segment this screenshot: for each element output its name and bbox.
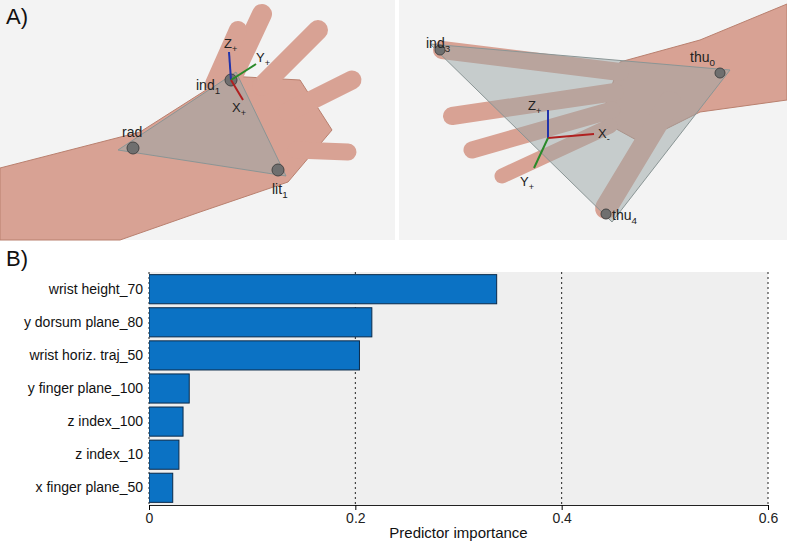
hand-view-side: ind3 thu0 thu4 Z+ X- Y+ bbox=[426, 4, 787, 226]
grid-line bbox=[768, 272, 769, 505]
y-tick-label: z index_10 bbox=[75, 446, 143, 462]
axis-arrow bbox=[231, 64, 256, 80]
label-subscript: + bbox=[536, 106, 541, 116]
label: Z+ bbox=[528, 98, 541, 116]
x-axis-line bbox=[150, 506, 769, 511]
axis-arrow bbox=[548, 134, 594, 138]
bar bbox=[149, 440, 179, 469]
y-tick: x finger plane_50 bbox=[36, 479, 149, 495]
label: X- bbox=[598, 126, 610, 144]
axis-arrow bbox=[534, 138, 548, 168]
grid-line bbox=[561, 272, 562, 505]
x-axis-title: Predictor importance bbox=[389, 524, 527, 541]
x-tick-label: 0 bbox=[146, 510, 154, 526]
label-subscript: 3 bbox=[445, 43, 451, 54]
marker-point bbox=[601, 209, 611, 219]
label: Y+ bbox=[256, 50, 270, 68]
panel-label: A) bbox=[6, 4, 28, 29]
label: ind1 bbox=[196, 77, 220, 96]
label-subscript: 1 bbox=[282, 189, 287, 200]
label: thu4 bbox=[612, 207, 637, 226]
hand-view-back: ind1 rad lit1 Z+ Y+ X+ bbox=[0, 14, 352, 240]
finger bbox=[288, 80, 352, 112]
grid bbox=[149, 272, 768, 505]
y-axis: wrist height_70y dorsum plane_80wrist ho… bbox=[24, 281, 149, 496]
bar bbox=[149, 341, 359, 370]
grid-line bbox=[355, 272, 356, 505]
y-tick: wrist horiz. traj_50 bbox=[28, 347, 149, 363]
view-background bbox=[399, 0, 787, 240]
y-tick-label: wrist height_70 bbox=[48, 281, 143, 297]
view-background bbox=[0, 0, 395, 240]
x-tick-label: 0.6 bbox=[759, 510, 779, 526]
label: rad bbox=[122, 124, 142, 140]
y-tick: z index_100 bbox=[67, 413, 149, 429]
bar bbox=[149, 275, 497, 304]
label: Y+ bbox=[520, 174, 534, 192]
y-tick: z index_10 bbox=[75, 446, 149, 462]
label: thu0 bbox=[690, 49, 715, 68]
bar bbox=[149, 374, 189, 403]
bars bbox=[149, 275, 497, 503]
y-tick: y finger plane_100 bbox=[28, 380, 149, 396]
axis-arrow bbox=[231, 80, 243, 100]
x-tick: 0.2 bbox=[346, 505, 366, 526]
x-tick: 0.6 bbox=[759, 505, 779, 526]
x-tick: 0 bbox=[146, 505, 154, 526]
label: lit1 bbox=[272, 181, 288, 200]
bar bbox=[149, 308, 372, 337]
label-subscript: 1 bbox=[215, 85, 220, 96]
bar bbox=[149, 473, 173, 502]
hand bbox=[0, 76, 332, 240]
y-tick-label: y dorsum plane_80 bbox=[24, 314, 143, 330]
y-tick-label: wrist horiz. traj_50 bbox=[28, 347, 143, 363]
y-tick-label: x finger plane_50 bbox=[36, 479, 144, 495]
marker-point bbox=[272, 164, 284, 176]
hand-plane bbox=[430, 44, 730, 222]
y-tick: wrist height_70 bbox=[48, 281, 149, 297]
chart-title: B) bbox=[6, 246, 28, 271]
label-subscript: + bbox=[529, 182, 534, 192]
x-tick-label: 0.4 bbox=[552, 510, 572, 526]
x-tick-label: 0.2 bbox=[346, 510, 366, 526]
bar bbox=[149, 407, 183, 436]
hand-plane bbox=[118, 72, 286, 176]
x-tick: 0.4 bbox=[552, 505, 572, 526]
finger bbox=[262, 30, 318, 86]
label: X+ bbox=[232, 100, 246, 118]
marker-point bbox=[715, 68, 725, 78]
label-subscript: - bbox=[607, 134, 610, 144]
label-subscript: 4 bbox=[631, 215, 637, 226]
label-subscript: + bbox=[232, 44, 237, 54]
y-tick: y dorsum plane_80 bbox=[24, 314, 149, 330]
axis-arrow bbox=[547, 110, 549, 138]
x-axis: 0 0.2 0.4 0.6 bbox=[146, 505, 779, 526]
label: Z+ bbox=[224, 36, 237, 54]
label: ind3 bbox=[426, 35, 451, 54]
finger bbox=[296, 150, 348, 152]
figure: ind1 rad lit1 Z+ Y+ X+ ind3 thu0 thu4 Z+ X- Y+ A) B) 0… bbox=[0, 0, 787, 545]
y-tick-label: y finger plane_100 bbox=[28, 380, 143, 396]
marker-point bbox=[127, 142, 139, 154]
label-subscript: + bbox=[265, 58, 270, 68]
axis-arrow bbox=[229, 52, 231, 80]
label-subscript: 0 bbox=[709, 57, 715, 68]
panel-a: ind1 rad lit1 Z+ Y+ X+ ind3 thu0 thu4 Z+ X- Y+ A) bbox=[0, 0, 787, 240]
plot-background bbox=[149, 272, 768, 505]
y-tick-label: z index_100 bbox=[67, 413, 143, 429]
label-subscript: + bbox=[241, 108, 246, 118]
